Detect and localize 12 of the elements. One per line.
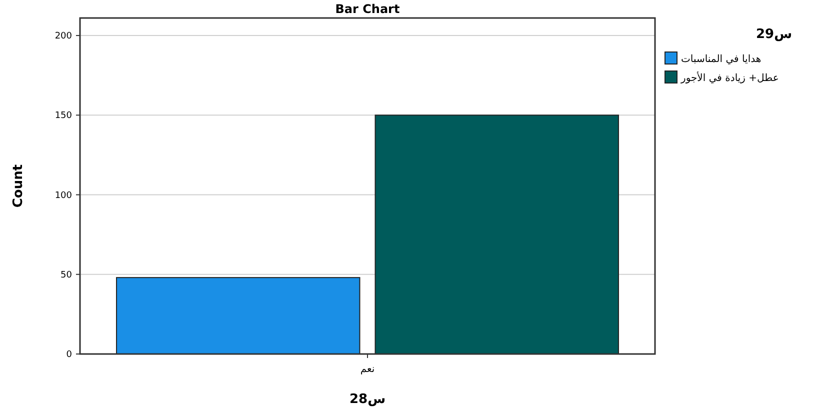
x-axis-title: س28 bbox=[349, 392, 386, 407]
legend-label: عطل+ زيادة في الأجور bbox=[680, 71, 779, 84]
y-tick-label: 50 bbox=[60, 270, 72, 280]
legend-label: هدايا في المناسبات bbox=[681, 54, 762, 65]
chart-title: Bar Chart bbox=[335, 2, 400, 16]
y-tick-label: 0 bbox=[66, 350, 72, 360]
y-tick-label: 150 bbox=[54, 111, 72, 122]
y-axis-title: Count bbox=[11, 164, 26, 208]
y-tick-label: 200 bbox=[54, 32, 72, 42]
legend-title: س29 bbox=[756, 27, 792, 42]
x-tick-label: نعم bbox=[360, 364, 375, 375]
y-tick-label: 100 bbox=[54, 190, 72, 201]
